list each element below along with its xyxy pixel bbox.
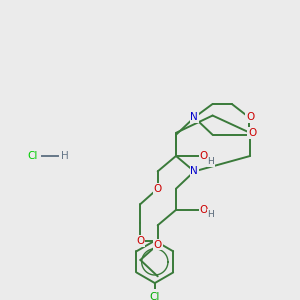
Text: O: O xyxy=(136,236,145,246)
Text: H: H xyxy=(207,157,214,166)
Text: O: O xyxy=(200,151,208,161)
Text: O: O xyxy=(154,240,162,250)
Text: O: O xyxy=(200,205,208,215)
Text: N: N xyxy=(190,167,198,176)
Text: N: N xyxy=(190,112,198,122)
Text: O: O xyxy=(248,128,256,138)
Text: Cl: Cl xyxy=(150,292,160,300)
Text: H: H xyxy=(207,210,214,219)
Text: H: H xyxy=(61,151,69,161)
Text: O: O xyxy=(246,112,254,122)
Text: O: O xyxy=(154,184,162,194)
Text: Cl: Cl xyxy=(27,151,38,161)
